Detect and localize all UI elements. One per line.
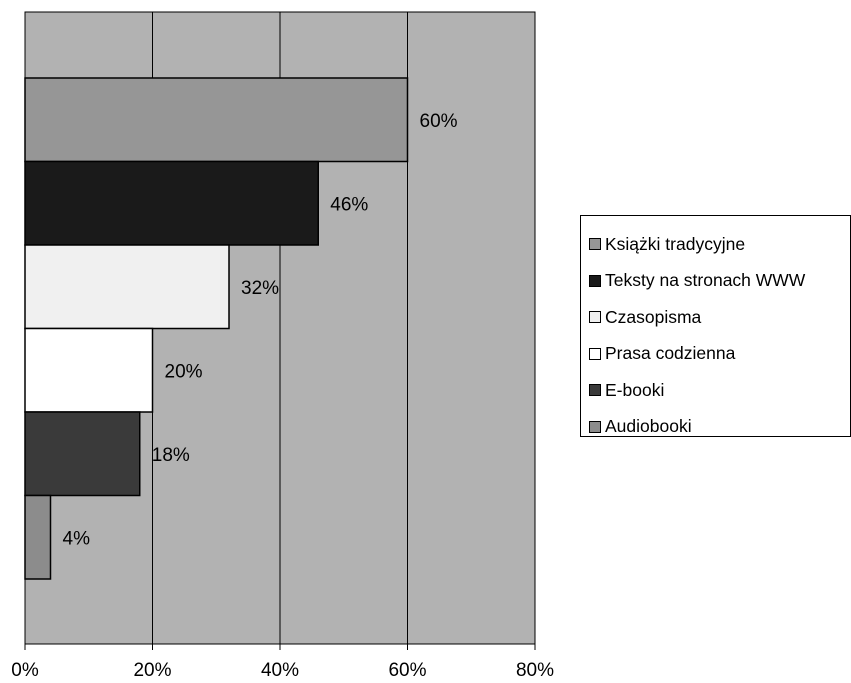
legend-swatch: [589, 384, 601, 397]
legend-item: E-booki: [589, 372, 850, 409]
legend-item: Audiobooki: [589, 409, 850, 446]
legend-label: E-booki: [605, 379, 665, 400]
legend-label: Prasa codzienna: [605, 343, 736, 364]
data-label: 4%: [63, 528, 91, 549]
bar: [24, 244, 230, 330]
legend-label: Książki tradycyjne: [605, 233, 746, 254]
data-label: 20%: [165, 361, 203, 382]
legend-label: Teksty na stronach WWW: [605, 270, 806, 291]
data-label: 32%: [241, 278, 279, 299]
legend-item: Prasa codzienna: [589, 336, 850, 373]
legend: Książki tradycyjne Teksty na stronach WWW…: [580, 215, 851, 437]
x-tick-label: 40%: [261, 660, 299, 681]
legend-swatch: [589, 420, 601, 433]
data-label: 18%: [152, 445, 190, 466]
bars: [24, 77, 409, 580]
x-tick-label: 80%: [516, 660, 554, 681]
legend-swatch: [589, 311, 601, 324]
legend-item: Teksty na stronach WWW: [589, 263, 850, 300]
bar: [24, 77, 409, 163]
x-tick-label: 20%: [133, 660, 171, 681]
bar: [24, 160, 319, 246]
bar: [24, 327, 154, 413]
legend-item: Książki tradycyjne: [589, 226, 850, 263]
x-tick-label: 60%: [388, 660, 426, 681]
bar: [24, 494, 52, 580]
legend-swatch: [589, 238, 601, 251]
legend-swatch: [589, 347, 601, 360]
legend-label: Czasopisma: [605, 306, 702, 327]
x-axis-ticks: 0% 20% 40% 60% 80%: [11, 644, 554, 681]
data-label: 46%: [330, 194, 368, 215]
legend-swatch: [589, 274, 601, 287]
legend-label: Audiobooki: [605, 416, 692, 437]
legend-item: Czasopisma: [589, 299, 850, 336]
data-labels: 60% 46% 32% 20% 18% 4%: [63, 111, 458, 550]
x-tick-label: 0%: [11, 660, 39, 681]
bar: [24, 411, 141, 497]
data-label: 60%: [420, 111, 458, 132]
